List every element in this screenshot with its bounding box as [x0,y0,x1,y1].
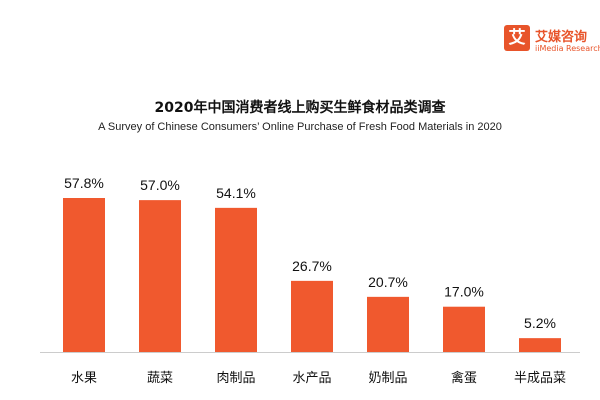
bar [367,296,409,352]
data-label: 20.7% [368,274,408,290]
data-label: 57.0% [140,177,180,193]
logo-mark: 艾 [504,25,530,51]
data-label: 57.8% [64,175,104,191]
category-label: 奶制品 [368,371,407,386]
logo-name-en: iiMedia Research [535,44,600,53]
chart-subtitle: A Survey of Chinese Consumers’ Online Pu… [98,121,502,133]
iimedia-logo: 艾 艾媒咨询 iiMedia Research [504,25,600,57]
bar [63,198,105,352]
bar [215,207,257,352]
data-label: 54.1% [216,185,256,201]
bar [443,306,485,352]
data-label: 26.7% [292,258,332,274]
logo-name-cn: 艾媒咨询 [535,30,588,45]
data-label: 17.0% [444,284,484,300]
bar [139,200,181,352]
data-label: 5.2% [524,315,556,331]
category-label: 肉制品 [216,371,255,386]
category-label: 禽蛋 [451,370,477,386]
bar [291,280,333,352]
chart-title: 2020年中国消费者线上购买生鲜食材品类调查 [154,100,446,116]
category-label: 蔬菜 [147,371,173,386]
category-label: 水果 [71,371,97,386]
category-label: 半成品菜 [514,371,566,386]
bar [519,338,561,352]
category-label: 水产品 [292,371,331,386]
